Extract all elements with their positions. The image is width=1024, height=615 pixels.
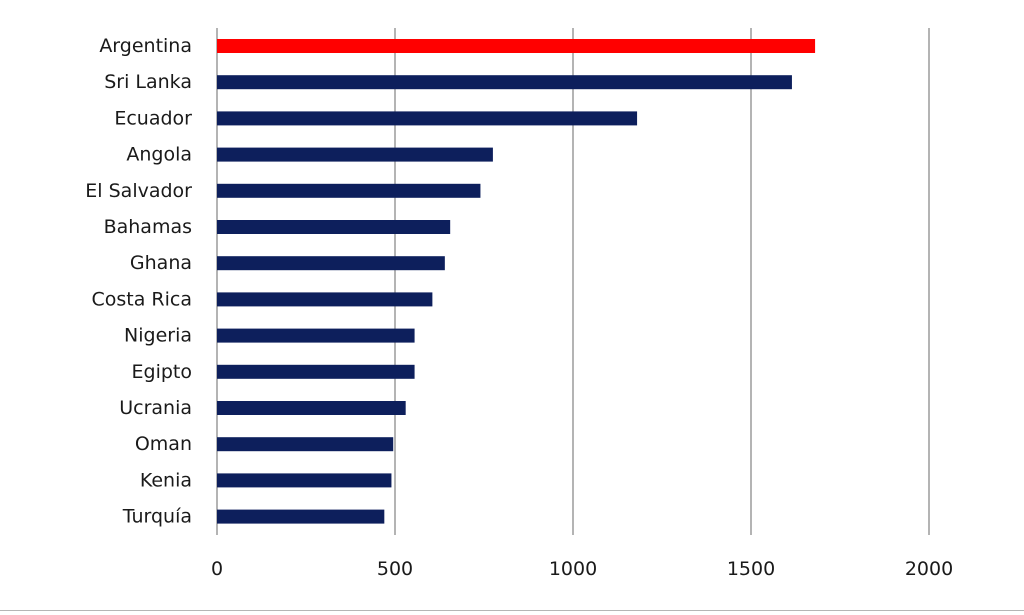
bar-nigeria (217, 328, 415, 343)
bar-ucrania (217, 401, 406, 415)
bar-angola (217, 147, 493, 162)
category-label: Nigeria (124, 325, 192, 347)
x-tick-label: 0 (211, 558, 223, 580)
category-label: Turquía (122, 506, 192, 528)
x-tick-labels: 0 500 1000 1500 2000 (211, 558, 953, 580)
category-label: Angola (126, 144, 192, 166)
category-label: El Salvador (85, 180, 192, 202)
category-label: Egipto (132, 361, 192, 383)
bar-ghana (217, 256, 445, 271)
bar-sri-lanka (217, 75, 792, 90)
bar-ecuador (217, 111, 638, 126)
category-label: Oman (135, 433, 192, 455)
bar-turquía (217, 509, 385, 524)
category-label: Ghana (130, 252, 192, 274)
category-label: Ecuador (114, 107, 192, 129)
bar-bahamas (217, 220, 451, 234)
bar-el-salvador (217, 183, 481, 198)
category-label: Bahamas (104, 216, 192, 238)
x-tick-label: 1000 (549, 558, 597, 580)
category-label: Ucrania (119, 397, 192, 419)
bar-kenia (217, 473, 392, 488)
category-label: Sri Lanka (104, 71, 192, 93)
category-label: Costa Rica (92, 288, 193, 310)
bars (217, 39, 816, 524)
bar-argentina (217, 39, 816, 53)
gridlines (216, 28, 930, 535)
bar-egipto (217, 364, 415, 379)
bar-oman (217, 437, 394, 452)
bottom-divider (0, 610, 1024, 611)
category-label: Kenia (140, 469, 192, 491)
x-tick-label: 500 (377, 558, 413, 580)
x-tick-label: 2000 (905, 558, 953, 580)
category-label: Argentina (99, 35, 192, 57)
x-tick-label: 1500 (727, 558, 775, 580)
category-labels: Argentina Sri Lanka Ecuador Angola El Salvad… (85, 35, 192, 528)
bar-costa-rica (217, 292, 433, 307)
